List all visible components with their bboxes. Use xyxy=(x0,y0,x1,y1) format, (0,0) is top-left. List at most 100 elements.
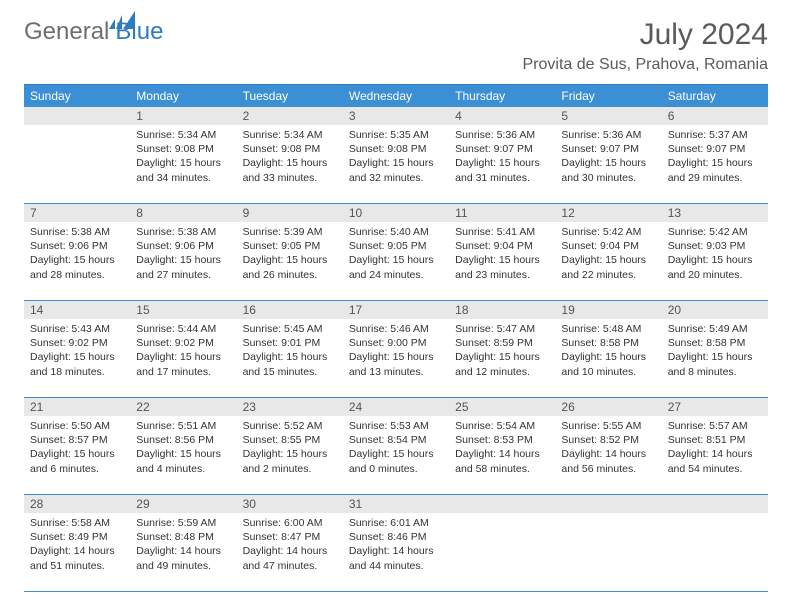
sunset-text: Sunset: 8:58 PM xyxy=(668,336,762,350)
sunrise-text: Sunrise: 5:41 AM xyxy=(455,225,549,239)
dl1-text: Daylight: 15 hours xyxy=(136,253,230,267)
sunset-text: Sunset: 8:58 PM xyxy=(561,336,655,350)
dl1-text: Daylight: 15 hours xyxy=(668,350,762,364)
day-number xyxy=(662,495,768,513)
sunset-text: Sunset: 9:08 PM xyxy=(349,142,443,156)
dl1-text: Daylight: 14 hours xyxy=(668,447,762,461)
dl2-text: and 8 minutes. xyxy=(668,365,762,379)
day-number: 4 xyxy=(449,107,555,125)
day-number xyxy=(555,495,661,513)
dl2-text: and 47 minutes. xyxy=(243,559,337,573)
dl2-text: and 49 minutes. xyxy=(136,559,230,573)
day-cell xyxy=(449,513,555,591)
dl2-text: and 10 minutes. xyxy=(561,365,655,379)
day-number: 16 xyxy=(237,301,343,319)
dl1-text: Daylight: 15 hours xyxy=(30,350,124,364)
week-row: Sunrise: 5:58 AMSunset: 8:49 PMDaylight:… xyxy=(24,513,768,592)
day-number: 12 xyxy=(555,204,661,222)
sunrise-text: Sunrise: 5:44 AM xyxy=(136,322,230,336)
sunrise-text: Sunrise: 5:39 AM xyxy=(243,225,337,239)
sunrise-text: Sunrise: 5:34 AM xyxy=(136,128,230,142)
dl1-text: Daylight: 15 hours xyxy=(136,447,230,461)
dl2-text: and 24 minutes. xyxy=(349,268,443,282)
day-cell: Sunrise: 5:42 AMSunset: 9:03 PMDaylight:… xyxy=(662,222,768,300)
sunrise-text: Sunrise: 5:59 AM xyxy=(136,516,230,530)
day-number: 29 xyxy=(130,495,236,513)
day-cell: Sunrise: 5:45 AMSunset: 9:01 PMDaylight:… xyxy=(237,319,343,397)
brand-part-1: General xyxy=(24,18,109,46)
weekday-header: Sunday Monday Tuesday Wednesday Thursday… xyxy=(24,85,768,107)
sunrise-text: Sunrise: 5:42 AM xyxy=(668,225,762,239)
day-cell: Sunrise: 5:36 AMSunset: 9:07 PMDaylight:… xyxy=(555,125,661,203)
dl2-text: and 15 minutes. xyxy=(243,365,337,379)
dl2-text: and 56 minutes. xyxy=(561,462,655,476)
day-cell: Sunrise: 5:41 AMSunset: 9:04 PMDaylight:… xyxy=(449,222,555,300)
sunset-text: Sunset: 9:04 PM xyxy=(455,239,549,253)
sunrise-text: Sunrise: 5:48 AM xyxy=(561,322,655,336)
dl1-text: Daylight: 14 hours xyxy=(243,544,337,558)
dl1-text: Daylight: 15 hours xyxy=(349,253,443,267)
dl2-text: and 44 minutes. xyxy=(349,559,443,573)
sunset-text: Sunset: 8:48 PM xyxy=(136,530,230,544)
day-number: 27 xyxy=(662,398,768,416)
dl1-text: Daylight: 14 hours xyxy=(136,544,230,558)
day-number xyxy=(449,495,555,513)
weekday-label: Wednesday xyxy=(343,85,449,107)
sunrise-text: Sunrise: 5:46 AM xyxy=(349,322,443,336)
day-cell: Sunrise: 5:54 AMSunset: 8:53 PMDaylight:… xyxy=(449,416,555,494)
day-cell: Sunrise: 5:38 AMSunset: 9:06 PMDaylight:… xyxy=(24,222,130,300)
day-cell: Sunrise: 5:39 AMSunset: 9:05 PMDaylight:… xyxy=(237,222,343,300)
dl1-text: Daylight: 15 hours xyxy=(243,156,337,170)
day-cell: Sunrise: 5:48 AMSunset: 8:58 PMDaylight:… xyxy=(555,319,661,397)
dl2-text: and 29 minutes. xyxy=(668,171,762,185)
dl2-text: and 4 minutes. xyxy=(136,462,230,476)
day-cell: Sunrise: 5:53 AMSunset: 8:54 PMDaylight:… xyxy=(343,416,449,494)
dl1-text: Daylight: 15 hours xyxy=(668,253,762,267)
brand-logo: General Blue xyxy=(24,18,163,46)
sunrise-text: Sunrise: 5:38 AM xyxy=(30,225,124,239)
sunset-text: Sunset: 9:07 PM xyxy=(668,142,762,156)
sunrise-text: Sunrise: 5:50 AM xyxy=(30,419,124,433)
sunset-text: Sunset: 8:51 PM xyxy=(668,433,762,447)
day-cell: Sunrise: 5:52 AMSunset: 8:55 PMDaylight:… xyxy=(237,416,343,494)
day-cell: Sunrise: 5:36 AMSunset: 9:07 PMDaylight:… xyxy=(449,125,555,203)
dl1-text: Daylight: 15 hours xyxy=(455,156,549,170)
dl2-text: and 2 minutes. xyxy=(243,462,337,476)
day-cell: Sunrise: 5:43 AMSunset: 9:02 PMDaylight:… xyxy=(24,319,130,397)
location-text: Provita de Sus, Prahova, Romania xyxy=(523,56,768,74)
day-number-row: 14151617181920 xyxy=(24,301,768,319)
day-number: 19 xyxy=(555,301,661,319)
sunset-text: Sunset: 8:47 PM xyxy=(243,530,337,544)
sunset-text: Sunset: 9:02 PM xyxy=(136,336,230,350)
day-cell: Sunrise: 5:34 AMSunset: 9:08 PMDaylight:… xyxy=(130,125,236,203)
sunset-text: Sunset: 9:08 PM xyxy=(243,142,337,156)
day-number: 3 xyxy=(343,107,449,125)
sunrise-text: Sunrise: 5:38 AM xyxy=(136,225,230,239)
day-cell: Sunrise: 5:34 AMSunset: 9:08 PMDaylight:… xyxy=(237,125,343,203)
dl1-text: Daylight: 14 hours xyxy=(455,447,549,461)
sunrise-text: Sunrise: 5:42 AM xyxy=(561,225,655,239)
sunrise-text: Sunrise: 5:40 AM xyxy=(349,225,443,239)
day-cell: Sunrise: 5:40 AMSunset: 9:05 PMDaylight:… xyxy=(343,222,449,300)
sunrise-text: Sunrise: 5:36 AM xyxy=(561,128,655,142)
sunset-text: Sunset: 9:04 PM xyxy=(561,239,655,253)
day-number: 14 xyxy=(24,301,130,319)
dl2-text: and 22 minutes. xyxy=(561,268,655,282)
day-number: 20 xyxy=(662,301,768,319)
day-number-row: 78910111213 xyxy=(24,204,768,222)
dl1-text: Daylight: 15 hours xyxy=(561,253,655,267)
dl2-text: and 12 minutes. xyxy=(455,365,549,379)
sunset-text: Sunset: 9:02 PM xyxy=(30,336,124,350)
dl2-text: and 54 minutes. xyxy=(668,462,762,476)
weekday-label: Saturday xyxy=(662,85,768,107)
sunset-text: Sunset: 9:06 PM xyxy=(30,239,124,253)
dl1-text: Daylight: 15 hours xyxy=(243,253,337,267)
day-cell: Sunrise: 5:47 AMSunset: 8:59 PMDaylight:… xyxy=(449,319,555,397)
day-number: 24 xyxy=(343,398,449,416)
dl2-text: and 18 minutes. xyxy=(30,365,124,379)
weekday-label: Monday xyxy=(130,85,236,107)
day-number: 8 xyxy=(130,204,236,222)
sunrise-text: Sunrise: 5:45 AM xyxy=(243,322,337,336)
sunrise-text: Sunrise: 5:34 AM xyxy=(243,128,337,142)
dl1-text: Daylight: 15 hours xyxy=(349,156,443,170)
